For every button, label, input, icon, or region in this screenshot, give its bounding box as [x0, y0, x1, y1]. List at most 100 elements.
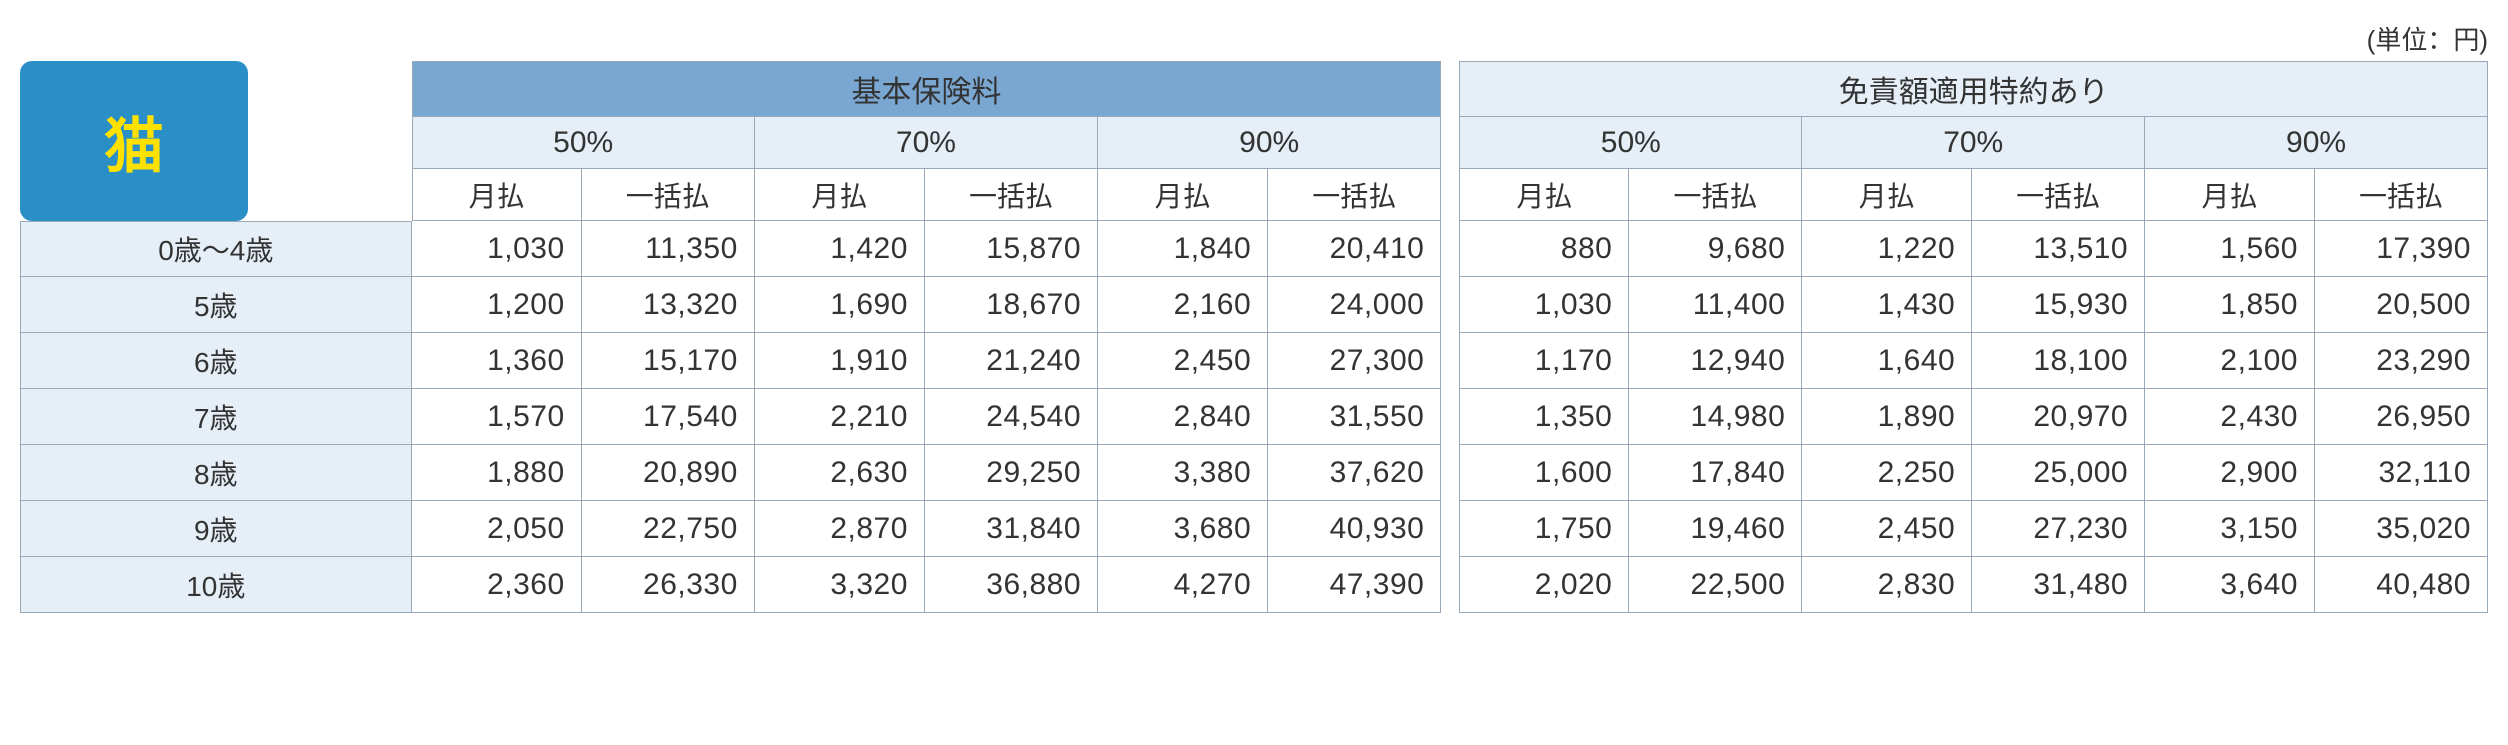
basic-pay-label: 一括払: [925, 169, 1098, 221]
value-cell: 20,970: [1972, 389, 2145, 445]
value-cell: 37,620: [1268, 445, 1441, 501]
value-cell: 11,350: [582, 221, 755, 277]
value-cell: 1,430: [1802, 277, 1972, 333]
age-cell: 10歳: [20, 557, 412, 613]
age-cell: 8歳: [20, 445, 412, 501]
value-cell: 1,200: [412, 277, 582, 333]
value-cell: 35,020: [2315, 501, 2488, 557]
value-cell: 29,250: [925, 445, 1098, 501]
value-cell: 17,540: [582, 389, 755, 445]
value-cell: 24,000: [1268, 277, 1441, 333]
rider-pct-50: 50%: [1459, 117, 1802, 169]
value-cell: 1,360: [412, 333, 582, 389]
value-cell: 1,910: [755, 333, 925, 389]
value-cell: 1,890: [1802, 389, 1972, 445]
basic-pct-50: 50%: [412, 117, 755, 169]
value-cell: 1,690: [755, 277, 925, 333]
basic-title: 基本保険料: [412, 61, 1442, 117]
value-cell: 1,350: [1459, 389, 1629, 445]
value-cell: 2,050: [412, 501, 582, 557]
age-cell: 0歳〜4歳: [20, 221, 412, 277]
value-cell: 1,560: [2145, 221, 2315, 277]
value-cell: 2,870: [755, 501, 925, 557]
value-cell: 2,830: [1802, 557, 1972, 613]
value-cell: 3,640: [2145, 557, 2315, 613]
value-cell: 47,390: [1268, 557, 1441, 613]
value-cell: 2,900: [2145, 445, 2315, 501]
value-cell: 26,330: [582, 557, 755, 613]
value-cell: 2,840: [1098, 389, 1268, 445]
value-cell: 2,630: [755, 445, 925, 501]
rider-premium-table: 免責額適用特約あり 50% 70% 90% 月払 一括払 月払 一括払 月払 一…: [1459, 61, 2488, 613]
value-cell: 2,020: [1459, 557, 1629, 613]
value-cell: 27,300: [1268, 333, 1441, 389]
value-cell: 40,480: [2315, 557, 2488, 613]
value-cell: 2,450: [1802, 501, 1972, 557]
value-cell: 13,320: [582, 277, 755, 333]
basic-pay-label: 月払: [412, 169, 582, 221]
value-cell: 24,540: [925, 389, 1098, 445]
value-cell: 32,110: [2315, 445, 2488, 501]
value-cell: 22,750: [582, 501, 755, 557]
age-cell: 9歳: [20, 501, 412, 557]
rider-pay-label: 一括払: [2315, 169, 2488, 221]
value-cell: 1,750: [1459, 501, 1629, 557]
value-cell: 2,210: [755, 389, 925, 445]
value-cell: 20,890: [582, 445, 755, 501]
age-cell: 7歳: [20, 389, 412, 445]
basic-pct-90: 90%: [1098, 117, 1441, 169]
value-cell: 2,160: [1098, 277, 1268, 333]
value-cell: 15,930: [1972, 277, 2145, 333]
value-cell: 1,220: [1802, 221, 1972, 277]
rider-pay-label: 月払: [1459, 169, 1629, 221]
basic-pay-label: 一括払: [1268, 169, 1441, 221]
value-cell: 18,100: [1972, 333, 2145, 389]
value-cell: 1,880: [412, 445, 582, 501]
value-cell: 36,880: [925, 557, 1098, 613]
value-cell: 19,460: [1629, 501, 1802, 557]
value-cell: 1,420: [755, 221, 925, 277]
value-cell: 31,550: [1268, 389, 1441, 445]
value-cell: 2,100: [2145, 333, 2315, 389]
value-cell: 14,980: [1629, 389, 1802, 445]
basic-pay-label: 一括払: [582, 169, 755, 221]
value-cell: 3,150: [2145, 501, 2315, 557]
rider-pct-70: 70%: [1802, 117, 2145, 169]
unit-label: (単位：円): [20, 20, 2488, 57]
value-cell: 11,400: [1629, 277, 1802, 333]
rider-pay-label: 月払: [1802, 169, 1972, 221]
category-badge-wrap: 猫: [20, 61, 248, 221]
basic-pct-70: 70%: [755, 117, 1098, 169]
value-cell: 2,250: [1802, 445, 1972, 501]
value-cell: 2,450: [1098, 333, 1268, 389]
value-cell: 1,600: [1459, 445, 1629, 501]
value-cell: 26,950: [2315, 389, 2488, 445]
basic-premium-table: 猫 基本保険料 50% 70% 90% 月払 一括払 月払 一括払 月払: [20, 61, 1441, 613]
value-cell: 15,170: [582, 333, 755, 389]
value-cell: 17,840: [1629, 445, 1802, 501]
value-cell: 17,390: [2315, 221, 2488, 277]
value-cell: 22,500: [1629, 557, 1802, 613]
rider-pay-label: 一括払: [1972, 169, 2145, 221]
value-cell: 25,000: [1972, 445, 2145, 501]
value-cell: 3,680: [1098, 501, 1268, 557]
category-badge: 猫: [20, 61, 248, 221]
value-cell: 20,410: [1268, 221, 1441, 277]
value-cell: 21,240: [925, 333, 1098, 389]
value-cell: 1,030: [1459, 277, 1629, 333]
value-cell: 3,320: [755, 557, 925, 613]
value-cell: 12,940: [1629, 333, 1802, 389]
value-cell: 1,640: [1802, 333, 1972, 389]
value-cell: 1,850: [2145, 277, 2315, 333]
value-cell: 2,430: [2145, 389, 2315, 445]
value-cell: 20,500: [2315, 277, 2488, 333]
value-cell: 15,870: [925, 221, 1098, 277]
value-cell: 18,670: [925, 277, 1098, 333]
value-cell: 1,840: [1098, 221, 1268, 277]
value-cell: 13,510: [1972, 221, 2145, 277]
value-cell: 3,380: [1098, 445, 1268, 501]
value-cell: 23,290: [2315, 333, 2488, 389]
age-cell: 6歳: [20, 333, 412, 389]
value-cell: 2,360: [412, 557, 582, 613]
value-cell: 40,930: [1268, 501, 1441, 557]
